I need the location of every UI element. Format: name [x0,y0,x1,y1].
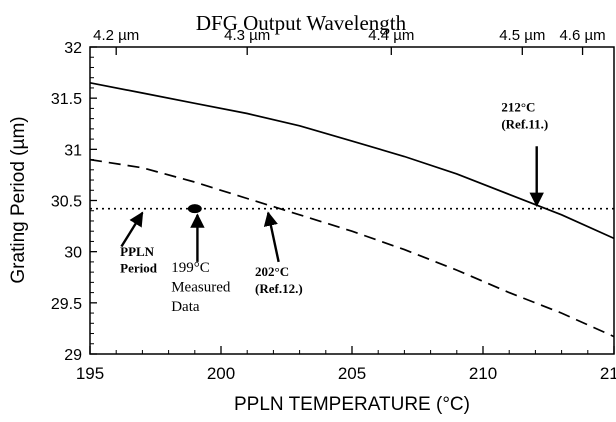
top-tick-label: 4.5 µm [499,27,545,44]
x-tick-label: 200 [207,364,235,383]
top-tick-label: 4.6 µm [559,27,605,44]
measured-point [188,204,202,213]
y-tick-label: 31.5 [51,91,82,108]
x-tick-label: 195 [76,364,104,383]
annotation-line: 202°C [255,264,289,279]
top-tick-label: 4.2 µm [93,27,139,44]
x-axis: 195 200 205 210 215 [76,346,616,383]
x-tick-label: 210 [469,364,497,383]
annotation-label: 202°C (Ref.12.) [255,264,303,296]
annotation-line: Measured [171,280,231,296]
y-tick-label: 30 [64,245,82,262]
annotation-line: Period [120,261,158,276]
y-tick-label: 29.5 [51,296,82,313]
annotation-line: (Ref.11.) [501,116,548,131]
series-line-dashed [90,160,614,337]
plot-frame [90,47,614,354]
y-tick-label: 32 [64,40,82,57]
annotation-line: Data [171,299,200,315]
top-tick-label: 4.4 µm [368,27,414,44]
x-tick-label: 215 [600,364,616,383]
y-tick-label: 29 [64,347,82,364]
annotations: PPLN Period 199°C Measured Data 202°C (Ref.12.… [120,99,548,315]
top-tick-label: 4.3 µm [224,27,270,44]
y-tick-label: 31 [64,142,82,159]
annotation-line: 212°C [501,99,535,114]
x-axis-title: PPLN TEMPERATURE (°C) [234,394,470,415]
annotation-line: (Ref.12.) [255,281,303,296]
annotation-label: 199°C Measured Data [171,260,231,315]
annotation-label: PPLN Period [120,244,158,276]
y-tick-label: 30.5 [51,194,82,211]
y-axis-title: Grating Period (µm) [8,116,29,283]
annotation-arrow [268,213,278,262]
x-tick-label: 205 [338,364,366,383]
annotation-line: 199°C [171,260,210,276]
annotation-label: 212°C (Ref.11.) [501,99,548,131]
annotation-line: PPLN [120,244,155,259]
annotation-arrow [121,213,142,247]
